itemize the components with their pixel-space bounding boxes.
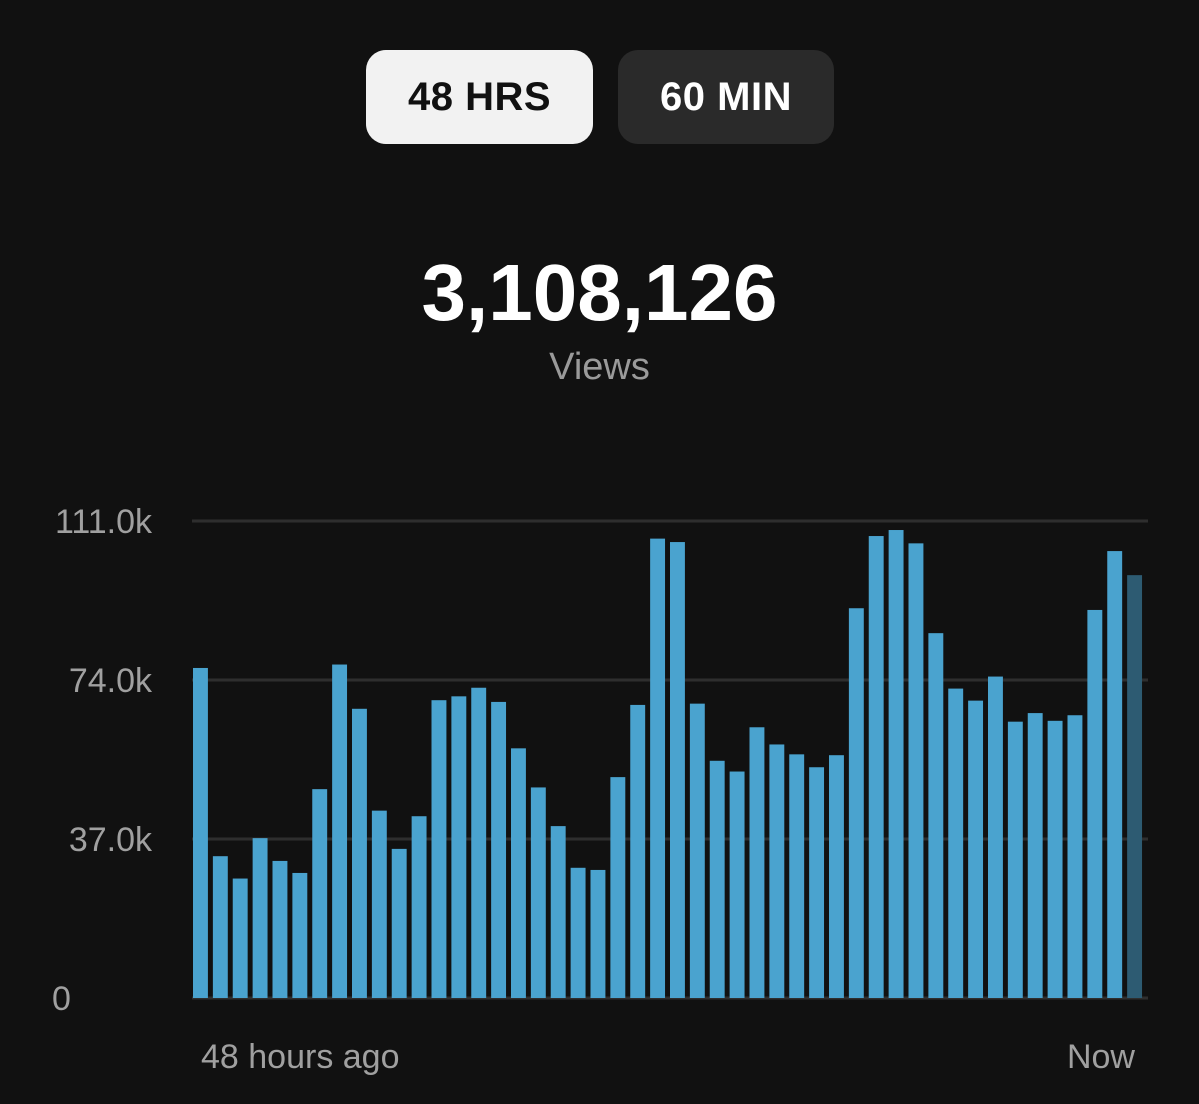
bar: [431, 700, 447, 998]
bar: [391, 848, 407, 998]
total-views-value: 3,108,126: [421, 248, 778, 337]
bar: [590, 869, 606, 998]
bar: [1087, 609, 1103, 998]
bar: [550, 826, 566, 998]
bar: [769, 744, 785, 998]
bar: [511, 748, 526, 998]
bar: [789, 754, 805, 998]
bar: [670, 542, 685, 998]
bar: [948, 688, 964, 998]
bar: [610, 777, 626, 998]
bar: [968, 700, 984, 998]
bar: [252, 838, 268, 998]
bar: [1007, 721, 1023, 998]
bar: [1107, 551, 1123, 998]
bar: [411, 816, 427, 998]
bar: [332, 664, 348, 998]
y-tick-label: 74.0k: [69, 662, 153, 700]
y-tick-label: 37.0k: [69, 821, 153, 859]
bar: [888, 530, 904, 998]
bar: [709, 760, 725, 998]
bar: [848, 608, 864, 998]
range-60-min-button[interactable]: 60 MIN: [618, 50, 834, 144]
bar: [809, 767, 825, 998]
x-axis-end-label: Now: [1066, 1038, 1135, 1076]
views-bar-chart: 0 37.0k 74.0k 111.0k: [52, 503, 1148, 1018]
bar: [530, 787, 546, 998]
bar: [212, 856, 228, 998]
bar: [908, 543, 924, 998]
bar: [1067, 715, 1083, 998]
bar: [689, 703, 705, 998]
bar: [371, 810, 387, 998]
bar: [868, 536, 884, 998]
bar: [570, 867, 586, 998]
y-tick-label: 111.0k: [55, 503, 153, 541]
bar: [193, 667, 208, 998]
bar: [729, 771, 745, 998]
range-48-hrs-button[interactable]: 48 HRS: [366, 50, 593, 144]
bar: [232, 878, 248, 998]
bar-current-period: [1127, 575, 1143, 998]
chart-y-axis: 0 37.0k 74.0k 111.0k: [52, 503, 153, 1018]
total-views-label: Views: [549, 346, 650, 388]
bar: [451, 696, 467, 998]
x-axis-start-label: 48 hours ago: [201, 1038, 400, 1076]
bar: [272, 860, 288, 998]
bar: [1047, 720, 1063, 998]
bar: [988, 676, 1003, 998]
chart-bars: [193, 530, 1143, 998]
bar: [491, 701, 507, 998]
bar: [352, 708, 367, 998]
bar: [928, 633, 944, 998]
bar: [471, 687, 487, 998]
bar: [312, 789, 328, 998]
y-tick-label: 0: [52, 980, 71, 1018]
bar: [292, 872, 308, 998]
bar: [630, 704, 646, 998]
bar: [829, 755, 844, 998]
bar: [749, 727, 765, 998]
bar: [1027, 713, 1043, 998]
bar: [650, 538, 666, 998]
